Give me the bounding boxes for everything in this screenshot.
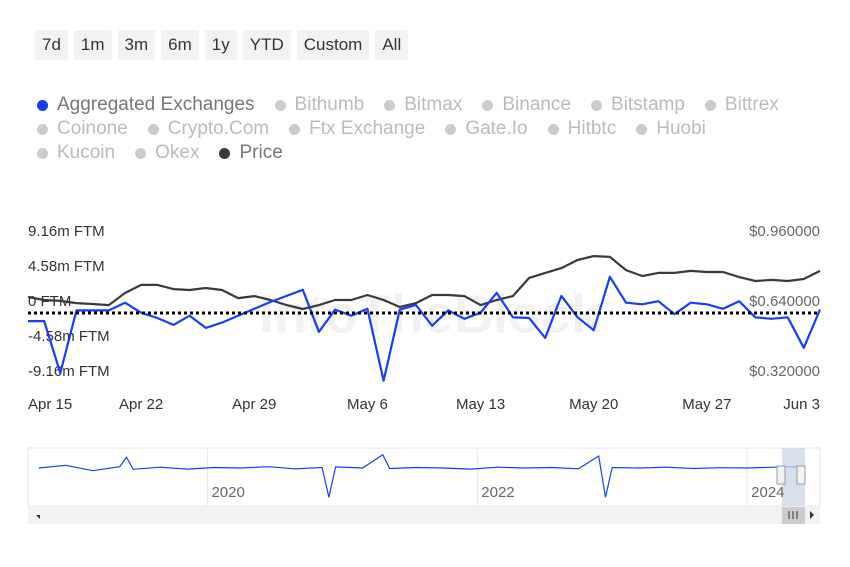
legend-dot xyxy=(274,99,286,111)
nav-tick-label: 2024 xyxy=(751,484,784,501)
legend-label: Gate.Io xyxy=(465,118,528,139)
nav-handle-left[interactable] xyxy=(776,465,786,485)
range-button[interactable]: 3m xyxy=(117,30,156,60)
y2-tick-label: $0.960000 xyxy=(749,223,820,240)
legend-label: Crypto.Com xyxy=(167,118,270,139)
legend-label: Bithumb xyxy=(294,94,365,115)
y-tick-label: 9.16m FTM xyxy=(28,223,105,240)
nav-handle-right[interactable] xyxy=(796,465,806,485)
legend-dot xyxy=(37,147,48,159)
y-tick-label: 4.58m FTM xyxy=(28,258,105,275)
legend: Aggregated Exchanges Bithumb Bitmax Binance… xyxy=(37,94,797,164)
range-button[interactable]: Custom xyxy=(296,30,370,60)
legend-item[interactable]: Coinone xyxy=(37,118,128,140)
legend-dot xyxy=(547,123,559,135)
navigator-frame xyxy=(27,447,821,507)
legend-item[interactable]: Crypto.Com xyxy=(147,118,270,140)
legend-label: Hitbtc xyxy=(567,118,617,139)
nav-tick-label: 2022 xyxy=(481,484,514,501)
legend-dot xyxy=(636,123,648,135)
legend-dot xyxy=(37,99,48,111)
legend-item[interactable]: Bitstamp xyxy=(591,94,685,116)
legend-dot xyxy=(384,99,396,111)
scroll-left-arrow[interactable] xyxy=(36,511,40,519)
nav-line xyxy=(38,453,798,498)
y-tick-label: 0 FTM xyxy=(28,293,71,310)
legend-item[interactable]: Gate.Io xyxy=(445,118,528,140)
legend-label: Coinone xyxy=(57,118,128,139)
legend-label: Aggregated Exchanges xyxy=(57,94,255,115)
x-tick-label: May 20 xyxy=(569,396,618,413)
x-tick-label: Apr 22 xyxy=(119,396,163,413)
legend-dot xyxy=(482,99,494,111)
legend-label: Bitstamp xyxy=(611,94,685,115)
scroll-right-arrow[interactable] xyxy=(810,511,814,519)
scrollbar[interactable] xyxy=(28,507,820,524)
series-line xyxy=(28,275,822,382)
range-button[interactable]: 6m xyxy=(161,30,199,60)
nav-tick-label: 2020 xyxy=(211,484,244,501)
legend-dot xyxy=(445,123,457,135)
legend-label: Okex xyxy=(155,142,200,163)
legend-dot xyxy=(135,147,147,159)
range-button[interactable]: YTD xyxy=(242,30,291,60)
legend-item[interactable]: Price xyxy=(219,142,283,164)
x-tick-label: May 6 xyxy=(347,396,388,413)
y2-tick-label: $0.640000 xyxy=(749,293,820,310)
legend-item[interactable]: Bittrex xyxy=(704,94,779,116)
legend-item[interactable]: Bithumb xyxy=(274,94,365,116)
legend-label: Binance xyxy=(502,94,571,115)
legend-item[interactable]: Huobi xyxy=(636,118,706,140)
x-tick-label: Apr 29 xyxy=(232,396,276,413)
x-tick-label: May 13 xyxy=(456,396,505,413)
legend-label: Ftx Exchange xyxy=(309,118,426,139)
legend-label: Kucoin xyxy=(57,142,116,163)
x-tick-label: Jun 3 xyxy=(783,396,820,413)
x-tick-label: Apr 15 xyxy=(28,396,72,413)
legend-dot xyxy=(591,99,602,111)
y-tick-label: -9.16m FTM xyxy=(28,363,110,380)
range-buttons: 7d 1m 3m 6m 1y YTD Custom All xyxy=(35,30,409,60)
legend-item[interactable]: Binance xyxy=(482,94,571,116)
x-tick-label: May 27 xyxy=(682,396,731,413)
range-button[interactable]: All xyxy=(375,30,409,60)
legend-label: Price xyxy=(239,142,283,163)
legend-item[interactable]: Okex xyxy=(135,142,199,164)
legend-item[interactable]: Aggregated Exchanges xyxy=(37,94,255,116)
series-line xyxy=(27,255,821,311)
legend-item[interactable]: Hitbtc xyxy=(547,118,617,140)
range-button[interactable]: 7d xyxy=(35,30,68,60)
legend-dot xyxy=(219,147,231,159)
legend-label: Bitmax xyxy=(404,94,463,115)
y2-tick-label: $0.320000 xyxy=(749,363,820,380)
range-button[interactable]: 1y xyxy=(204,30,237,60)
legend-item[interactable]: Ftx Exchange xyxy=(289,118,425,140)
legend-item[interactable]: Bitmax xyxy=(384,94,462,116)
legend-label: Bittrex xyxy=(724,94,779,115)
navigator-selection[interactable] xyxy=(782,448,805,506)
legend-dot xyxy=(289,123,301,135)
scroll-grip xyxy=(788,511,798,519)
legend-dot xyxy=(37,123,48,135)
legend-item[interactable]: Kucoin xyxy=(37,142,115,164)
legend-dot xyxy=(704,99,716,111)
legend-dot xyxy=(147,123,159,135)
range-button[interactable]: 1m xyxy=(73,30,112,60)
legend-label: Huobi xyxy=(656,118,706,139)
